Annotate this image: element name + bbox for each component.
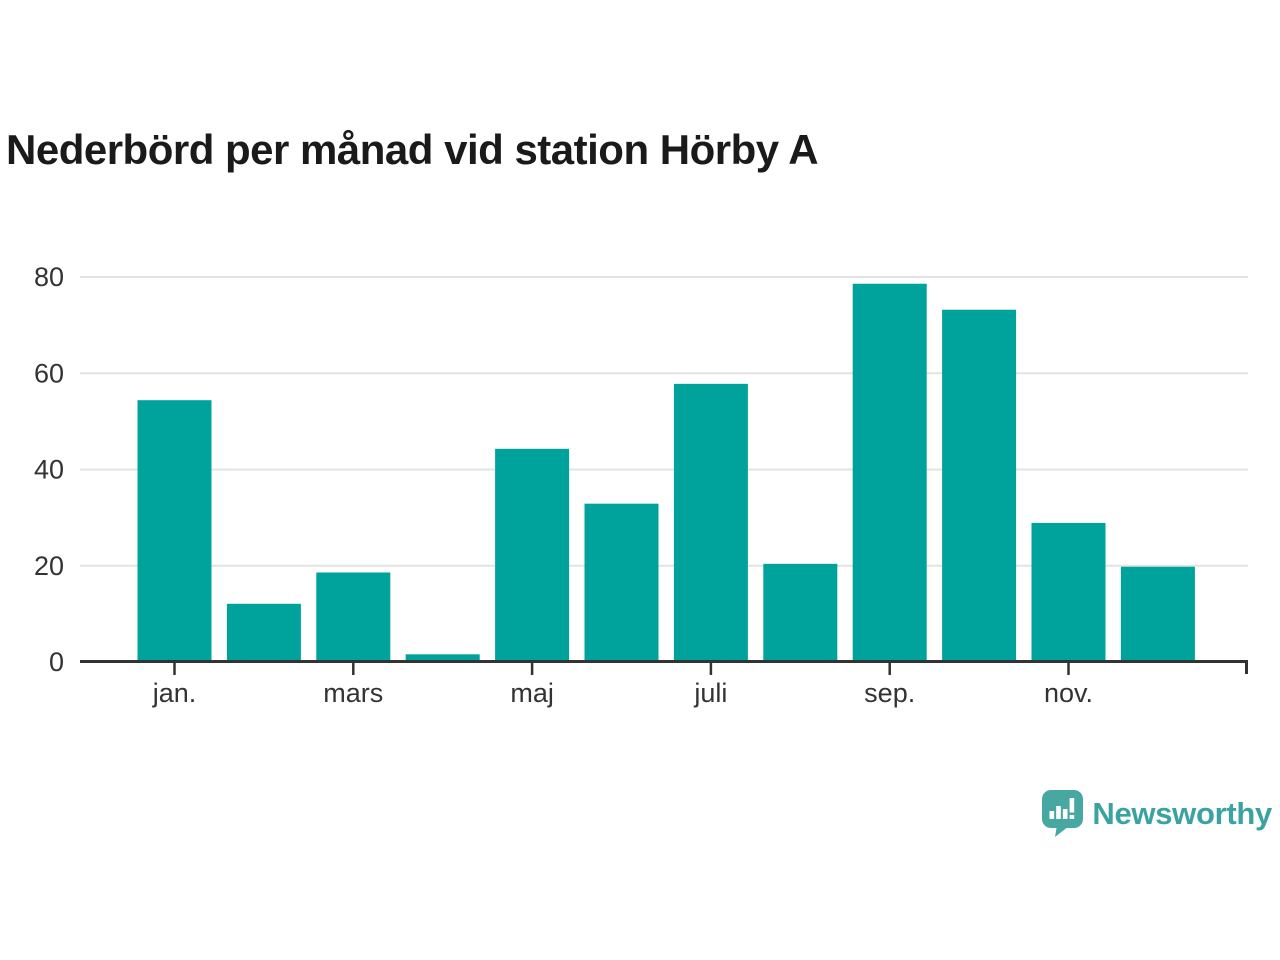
bar-month-8	[763, 563, 838, 662]
y-axis-label-0: 0	[49, 647, 64, 677]
bar-month-4	[405, 654, 480, 662]
x-axis-label-sep: sep.	[864, 678, 915, 708]
x-axis-label-jan: jan.	[152, 678, 197, 708]
bar-month-10	[942, 309, 1017, 662]
newsworthy-logo-text: Newsworthy	[1092, 795, 1272, 831]
y-axis-label-60: 60	[34, 358, 64, 388]
x-axis-label-nov: nov.	[1044, 678, 1093, 708]
newsworthy-logo: Newsworthy	[1042, 790, 1272, 837]
speech-bubble-shape	[1042, 790, 1084, 837]
bar-month-5	[495, 448, 570, 662]
mini-bar-chart-glyph	[1049, 798, 1075, 819]
bar-month-3	[316, 572, 391, 662]
y-axis-label-20: 20	[34, 551, 64, 581]
newsworthy-logo-icon	[1042, 790, 1084, 837]
chart-title: Nederbörd per månad vid station Hörby A	[6, 126, 819, 173]
bar-month-2	[226, 603, 301, 662]
bar-month-9	[852, 283, 927, 662]
bar-month-12	[1120, 566, 1195, 662]
y-axis-label-80: 80	[34, 262, 64, 292]
y-axis-label-40: 40	[34, 455, 64, 485]
bar-month-1	[137, 400, 212, 662]
bar-month-6	[584, 503, 659, 662]
x-axis-label-juli: juli	[693, 678, 727, 708]
x-axis-label-maj: maj	[510, 678, 554, 708]
bar-month-7	[673, 383, 748, 662]
x-axis-label-mars: mars	[323, 678, 383, 708]
bar-month-11	[1031, 522, 1106, 662]
